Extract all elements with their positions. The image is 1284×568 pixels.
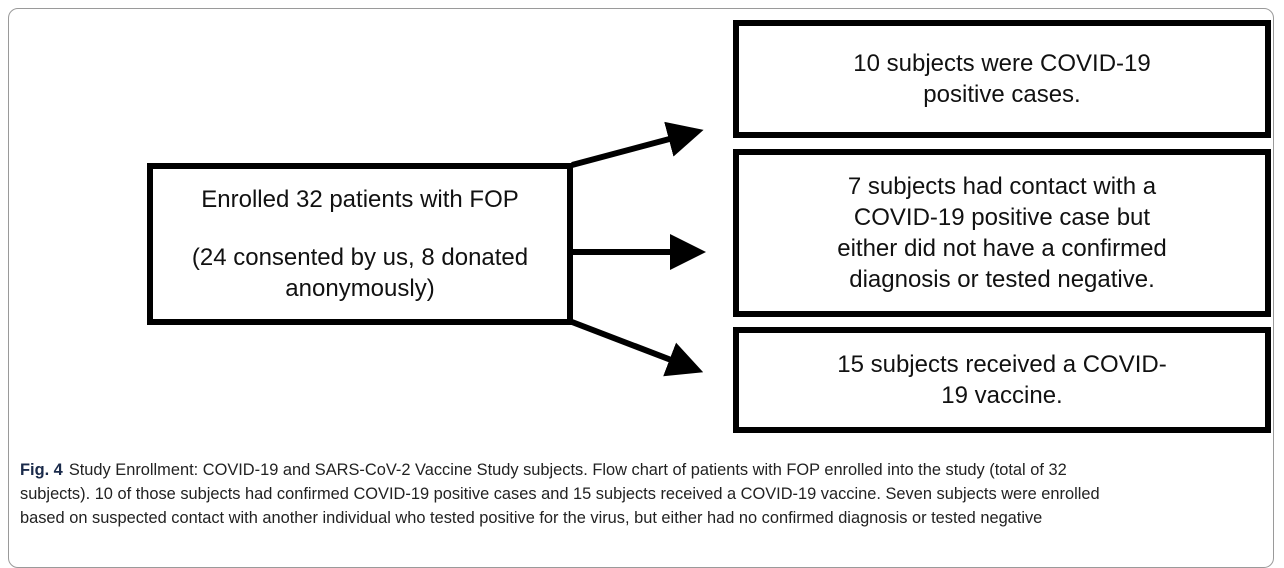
caption-line: based on suspected contact with another … (20, 509, 1043, 527)
arrow (571, 121, 704, 168)
node-line: 10 subjects were COVID-19 (853, 50, 1151, 77)
enrolled-box: Enrolled 32 patients with FOP (24 consen… (147, 163, 573, 325)
contact-box: 7 subjects had contact with a COVID-19 p… (733, 149, 1271, 317)
node-line: positive cases. (923, 81, 1081, 108)
node-line: 19 vaccine. (941, 382, 1063, 409)
caption-label: Fig. 4 (20, 461, 63, 479)
node-line: either did not have a confirmed (837, 235, 1167, 262)
caption-line: Study Enrollment: COVID-19 and SARS-CoV-… (68, 461, 1067, 479)
node-line: 7 subjects had contact with a (847, 173, 1157, 200)
node-line: 15 subjects received a COVID- (837, 351, 1167, 378)
arrow (570, 319, 704, 377)
node-line: anonymously) (285, 275, 435, 302)
caption-line: subjects). 10 of those subjects had conf… (20, 485, 1100, 503)
node-line: (24 consented by us, 8 donated (191, 244, 529, 271)
node-line: Enrolled 32 patients with FOP (201, 186, 519, 213)
node-line: diagnosis or tested negative. (849, 266, 1155, 293)
vaccine-box: 15 subjects received a COVID- 19 vaccine… (733, 327, 1271, 433)
caption: Fig. 4 Study Enrollment: COVID-19 and SAR… (20, 458, 1100, 530)
positive-box: 10 subjects were COVID-19 positive cases… (733, 20, 1271, 138)
node-line: COVID-19 positive case but (853, 204, 1151, 231)
